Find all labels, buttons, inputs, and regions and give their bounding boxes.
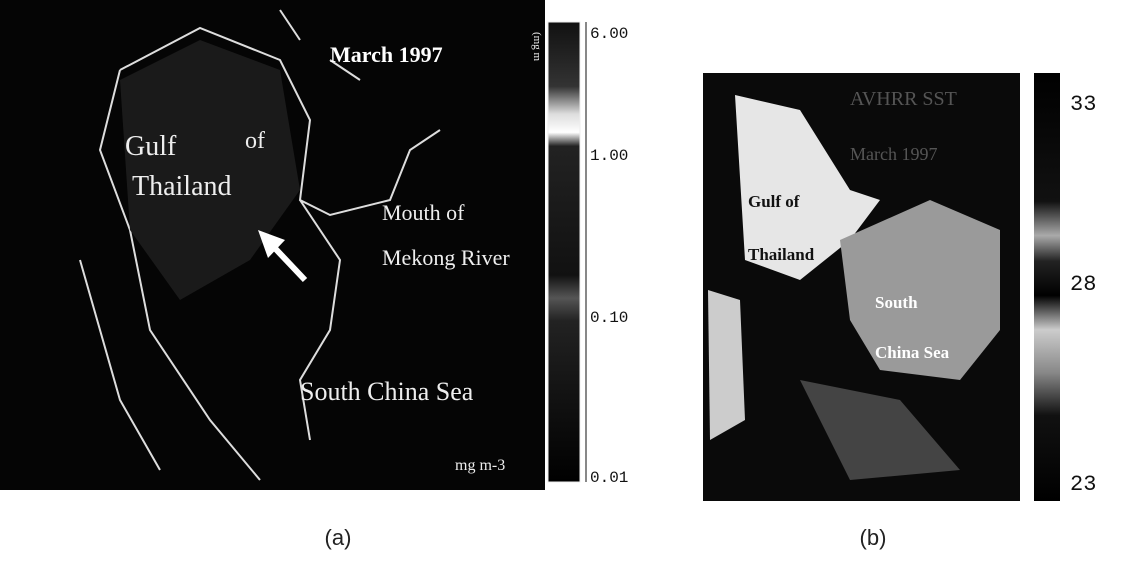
panel-b: AVHRR SST March 1997 Gulf of Thailand So… bbox=[703, 73, 1096, 550]
of-label: of bbox=[245, 128, 265, 154]
mekong-label: Mekong River bbox=[382, 245, 510, 270]
figure: March 1997 Gulf of Thailand Mouth of Mek… bbox=[0, 0, 1129, 561]
caption: (b) bbox=[860, 525, 887, 550]
colorbar bbox=[548, 22, 580, 482]
caption: (a) bbox=[325, 525, 352, 550]
colorbar-gap bbox=[1020, 73, 1034, 501]
panel-a: March 1997 Gulf of Thailand Mouth of Mek… bbox=[0, 0, 628, 550]
gulf-label: Gulf of bbox=[748, 192, 800, 211]
china-sea-label: China Sea bbox=[875, 343, 950, 362]
colorbar-unit: (mg m bbox=[531, 32, 543, 61]
land-pattern bbox=[708, 290, 745, 440]
thailand-label: Thailand bbox=[748, 245, 815, 264]
south-label: South bbox=[875, 293, 918, 312]
date-label: March 1997 bbox=[330, 42, 443, 67]
colorbar-tick: 23 bbox=[1070, 472, 1096, 497]
gulf-label: Gulf bbox=[125, 131, 177, 162]
colorbar-tick: 33 bbox=[1070, 92, 1096, 117]
colorbar-tick: 28 bbox=[1070, 272, 1096, 297]
thailand-label: Thailand bbox=[132, 171, 232, 202]
colorbar-tick: 0.10 bbox=[590, 309, 628, 327]
date-label: March 1997 bbox=[850, 144, 937, 164]
sea-label: South China Sea bbox=[300, 377, 474, 406]
unit-label: mg m-3 bbox=[455, 457, 505, 474]
colorbar-tick: 6.00 bbox=[590, 25, 628, 43]
title-label: AVHRR SST bbox=[850, 88, 957, 110]
colorbar-tick: 1.00 bbox=[590, 147, 628, 165]
colorbar bbox=[1034, 73, 1060, 501]
mouth-label: Mouth of bbox=[382, 200, 465, 225]
colorbar-tick: 0.01 bbox=[590, 469, 628, 487]
